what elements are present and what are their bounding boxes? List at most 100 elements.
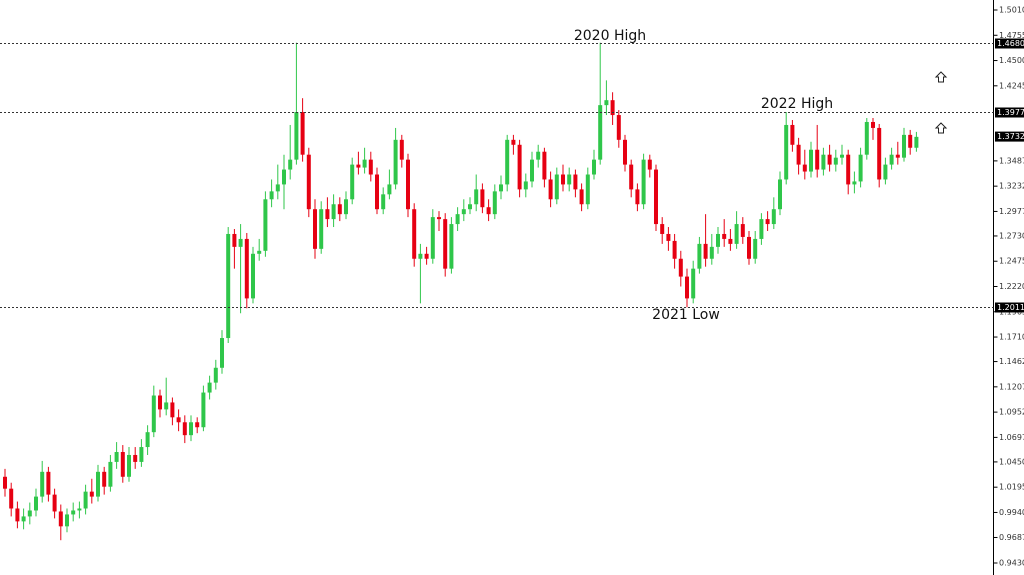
candle-body [877, 127, 882, 180]
candle-body [251, 253, 255, 299]
candle-body [895, 154, 900, 158]
candle-body [282, 169, 286, 185]
candle-body [672, 240, 677, 259]
candle-body [660, 224, 665, 234]
candle-body [852, 181, 857, 185]
candle-body [604, 100, 609, 106]
candle-body [114, 452, 119, 462]
y-tick-label: 1.04500 [999, 457, 1024, 466]
candle-body [133, 454, 138, 462]
candle-body [666, 233, 671, 241]
candle-body [530, 159, 534, 182]
candle-body [158, 395, 162, 410]
candle-body [34, 496, 38, 511]
candle-body [573, 174, 578, 190]
candle-body [213, 367, 218, 383]
y-tick-label: 1.17100 [999, 333, 1024, 342]
candle-body [164, 402, 169, 410]
candle-body [474, 189, 479, 205]
candle-body [375, 174, 379, 210]
candle-body [908, 134, 913, 148]
candle-body [703, 243, 708, 259]
y-tick-label: 1.12075 [999, 382, 1024, 391]
price-label-box [995, 131, 1024, 142]
candle-body [176, 417, 181, 423]
candle-body [635, 189, 640, 205]
candle-body [244, 238, 249, 299]
candle-body [561, 174, 565, 185]
candle-body [765, 219, 770, 225]
candle-body [83, 491, 88, 509]
candle-body [716, 233, 720, 247]
candle-body [257, 250, 262, 254]
candle-body [734, 224, 739, 244]
candle-body [548, 179, 553, 200]
candle-body [567, 174, 572, 185]
candle-body [629, 164, 634, 190]
y-tick-label: 0.96875 [999, 533, 1024, 542]
annotation: 2020 High [574, 28, 646, 44]
y-tick-label: 1.29775 [999, 207, 1024, 216]
y-tick-label: 1.47550 [999, 31, 1024, 40]
candle-body [151, 395, 156, 433]
candle-body [747, 236, 751, 259]
candle-body [499, 184, 503, 192]
candle-body [480, 189, 485, 208]
candle-body [387, 184, 392, 195]
candle-body [809, 149, 813, 172]
candle-body [238, 238, 243, 247]
candle-body [424, 253, 429, 259]
candle-body [492, 191, 497, 215]
candle-body [858, 154, 863, 182]
candle-body [3, 476, 7, 489]
candle-body [821, 154, 826, 170]
candle-body [182, 422, 187, 436]
candle-body [71, 510, 76, 515]
candle-body [827, 154, 832, 165]
candle-body [207, 382, 212, 393]
level-label-box [995, 302, 1024, 313]
candle-body [902, 134, 906, 158]
candle-body [15, 508, 20, 522]
level-label: 1.46805 [997, 39, 1024, 48]
candle-body [170, 402, 175, 418]
candle-body [517, 144, 522, 190]
candle-body [796, 144, 801, 165]
candle-body [536, 151, 541, 160]
price-label: 1.37326 [997, 132, 1024, 141]
candle-body [96, 471, 100, 497]
candle-body [468, 204, 472, 210]
candle-body [753, 238, 758, 259]
candle-body [220, 338, 224, 368]
candle-body [313, 209, 317, 249]
candle-body [486, 207, 491, 215]
y-tick-label: 1.24750 [999, 257, 1024, 266]
candle-body [362, 159, 367, 168]
candle-body [127, 454, 131, 477]
candle-body [455, 214, 460, 225]
y-tick-label: 1.22200 [999, 282, 1024, 291]
candle-body [77, 508, 82, 511]
candle-body [523, 181, 528, 190]
candle-body [108, 461, 113, 487]
candle-body [697, 243, 702, 269]
candle-body [120, 452, 125, 477]
candle-body [145, 432, 150, 448]
candle-body [802, 164, 807, 172]
candle-body [883, 164, 888, 180]
candle-body [9, 488, 14, 509]
candle-body [815, 149, 820, 170]
candle-body [368, 159, 373, 175]
candle-body [542, 151, 547, 180]
level-label: 1.39773 [997, 108, 1024, 117]
candle-body [195, 422, 200, 428]
y-tick-label: 1.42450 [999, 81, 1024, 90]
candle-body [585, 174, 590, 205]
arrow-icon [934, 122, 948, 134]
candle-body [722, 233, 727, 239]
candle-body [437, 217, 441, 220]
candle-body [641, 159, 646, 205]
candle-body [263, 199, 268, 251]
